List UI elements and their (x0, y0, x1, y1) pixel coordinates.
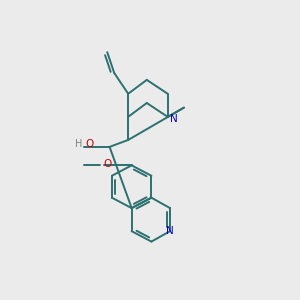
Text: O: O (85, 139, 93, 149)
Text: N: N (169, 114, 177, 124)
Text: H: H (75, 139, 82, 149)
Text: O: O (103, 158, 111, 169)
Text: N: N (166, 226, 174, 236)
